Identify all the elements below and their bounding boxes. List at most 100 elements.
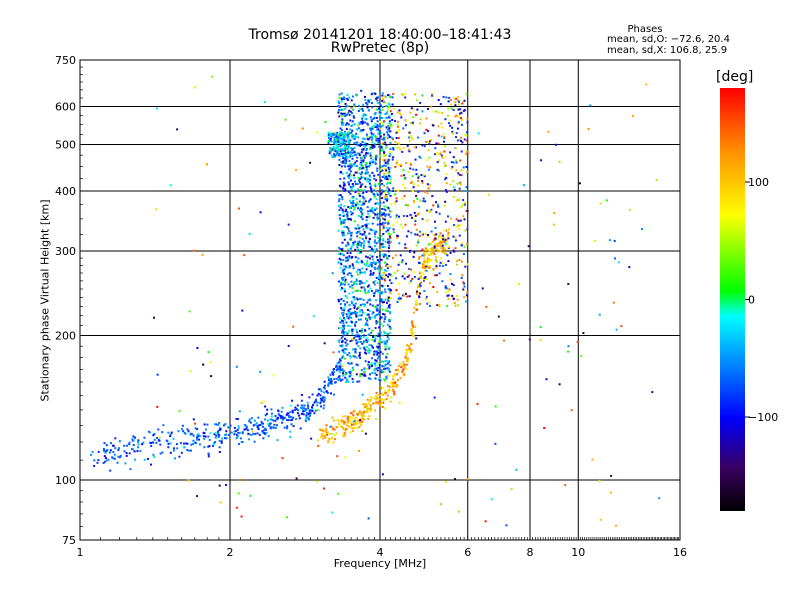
echo-point bbox=[219, 427, 221, 429]
echo-point bbox=[448, 288, 451, 291]
echo-point bbox=[444, 249, 447, 252]
echo-point bbox=[238, 207, 240, 210]
echo-point bbox=[369, 228, 372, 231]
echo-point bbox=[118, 456, 121, 459]
echo-point bbox=[353, 423, 356, 426]
echo-point bbox=[235, 365, 238, 368]
echo-point bbox=[344, 290, 347, 293]
echo-point bbox=[355, 363, 358, 366]
echo-point bbox=[367, 99, 370, 102]
echo-point bbox=[240, 441, 243, 443]
echo-point bbox=[390, 210, 393, 213]
echo-point bbox=[366, 407, 369, 410]
echo-point bbox=[360, 214, 363, 216]
echo-point bbox=[423, 279, 425, 282]
echo-point bbox=[390, 203, 393, 206]
echo-point bbox=[311, 410, 314, 412]
echo-point bbox=[349, 340, 352, 343]
echo-point bbox=[428, 304, 431, 307]
echo-point bbox=[460, 206, 463, 208]
echo-point bbox=[377, 95, 380, 98]
echo-point bbox=[378, 277, 381, 280]
echo-point bbox=[205, 163, 208, 166]
echo-point bbox=[341, 319, 344, 322]
echo-point bbox=[365, 118, 368, 121]
echo-point bbox=[449, 273, 452, 275]
echo-point bbox=[425, 117, 428, 120]
echo-point bbox=[363, 263, 366, 266]
echo-point bbox=[415, 113, 418, 116]
echo-point bbox=[332, 133, 335, 136]
echo-point bbox=[458, 259, 461, 261]
echo-point bbox=[388, 155, 391, 158]
echo-point bbox=[522, 184, 525, 187]
echo-point bbox=[447, 234, 450, 237]
echo-point bbox=[373, 195, 376, 198]
echo-point bbox=[431, 246, 433, 249]
echo-point bbox=[384, 209, 387, 212]
echo-point bbox=[412, 331, 415, 334]
echo-point bbox=[391, 158, 394, 161]
echo-point bbox=[363, 230, 366, 233]
echo-point bbox=[137, 446, 140, 449]
echo-point bbox=[351, 155, 354, 157]
echo-point bbox=[340, 100, 343, 103]
echo-point bbox=[428, 143, 431, 146]
echo-point bbox=[452, 297, 455, 300]
echo-point bbox=[461, 141, 464, 144]
echo-point bbox=[341, 345, 344, 348]
echo-point bbox=[443, 240, 446, 243]
colorbar-tick-label: 0 bbox=[748, 294, 755, 307]
echo-point bbox=[416, 213, 419, 216]
echo-point bbox=[218, 434, 221, 437]
echo-point bbox=[396, 301, 399, 303]
echo-point bbox=[412, 183, 415, 186]
echo-point bbox=[441, 246, 444, 249]
echo-point bbox=[449, 183, 452, 186]
echo-point bbox=[371, 141, 374, 144]
echo-point bbox=[392, 388, 395, 391]
echo-point bbox=[426, 235, 429, 238]
echo-point bbox=[377, 132, 380, 135]
echo-point bbox=[409, 162, 412, 165]
echo-point bbox=[578, 182, 581, 185]
echo-point bbox=[441, 238, 444, 241]
echo-point bbox=[388, 192, 391, 195]
echo-point bbox=[367, 265, 370, 268]
echo-point bbox=[441, 250, 444, 253]
echo-point bbox=[277, 409, 280, 412]
echo-point bbox=[466, 210, 469, 212]
echo-point bbox=[366, 411, 369, 414]
echo-point bbox=[457, 219, 460, 222]
echo-point bbox=[589, 104, 592, 107]
echo-point bbox=[350, 147, 352, 149]
echo-point bbox=[357, 306, 360, 309]
echo-point bbox=[388, 114, 391, 117]
echo-point bbox=[381, 176, 384, 178]
echo-point bbox=[350, 316, 353, 319]
echo-point bbox=[339, 219, 342, 222]
echo-point bbox=[388, 94, 391, 96]
echo-point bbox=[356, 203, 359, 206]
echo-point bbox=[364, 374, 367, 377]
echo-point bbox=[352, 415, 355, 418]
echo-point bbox=[283, 417, 286, 420]
echo-point bbox=[425, 295, 428, 298]
echo-point bbox=[444, 155, 447, 158]
echo-point bbox=[344, 352, 347, 355]
echo-point bbox=[452, 180, 455, 183]
echo-point bbox=[365, 133, 368, 136]
echo-point bbox=[365, 168, 368, 171]
echo-point bbox=[330, 392, 332, 395]
echo-point bbox=[434, 244, 437, 247]
echo-point bbox=[389, 96, 392, 99]
echo-point bbox=[378, 340, 381, 343]
echo-point bbox=[360, 156, 363, 159]
echo-point bbox=[449, 151, 452, 154]
echo-point bbox=[367, 109, 370, 112]
echo-point bbox=[277, 413, 280, 416]
echo-point bbox=[381, 301, 384, 304]
echo-point bbox=[420, 275, 423, 278]
echo-point bbox=[377, 212, 380, 215]
echo-point bbox=[344, 456, 347, 459]
